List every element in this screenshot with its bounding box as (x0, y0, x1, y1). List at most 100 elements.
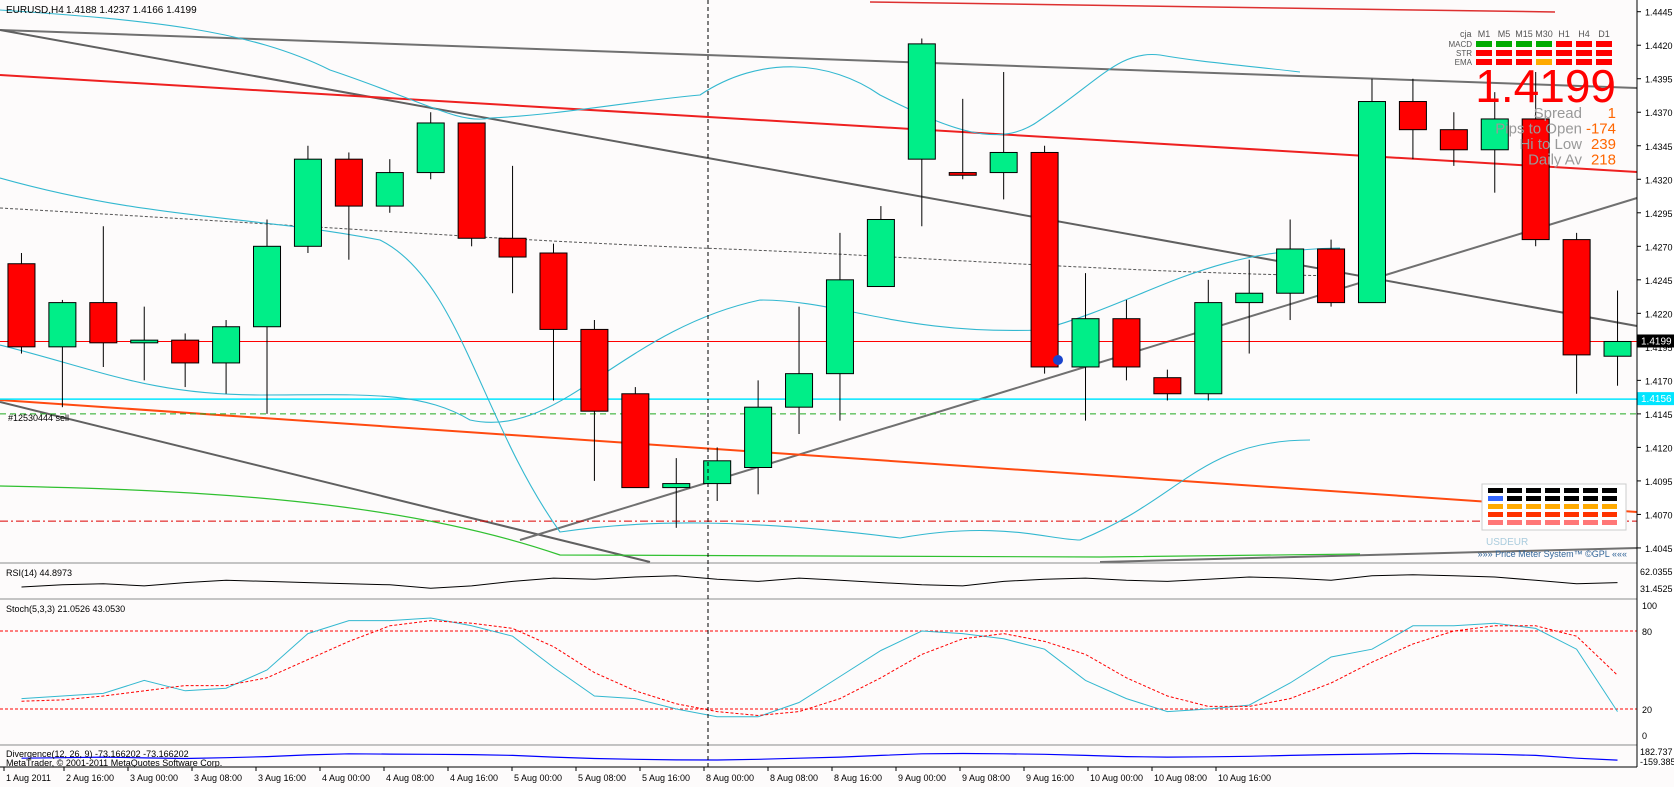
meter-cell (1507, 496, 1522, 501)
rsi-scale-top: 62.0355 (1640, 567, 1673, 577)
bear-candle (1317, 248, 1346, 304)
y-tick-label: 1.4070 (1645, 510, 1673, 520)
meter-cell (1583, 504, 1598, 509)
bull-candle (48, 302, 77, 348)
y-tick-label: 1.4395 (1645, 75, 1673, 85)
indicator-row-label: MACD (1448, 40, 1472, 49)
bull-candle (866, 218, 895, 288)
upper-band-line (869, 1, 1556, 13)
x-tick-label: 9 Aug 00:00 (898, 773, 946, 783)
bear-candle (1030, 151, 1059, 368)
stat-label: Spread (1534, 105, 1582, 122)
x-tick-label: 8 Aug 00:00 (706, 773, 754, 783)
timeframe-header: M30 (1535, 29, 1553, 39)
bull-candle (1235, 292, 1264, 304)
x-tick-label: 3 Aug 08:00 (194, 773, 242, 783)
svg-text:1.4199: 1.4199 (1641, 336, 1672, 347)
ohlc-label: 1.4188 1.4237 1.4166 1.4199 (66, 5, 197, 16)
bear-candle (1112, 318, 1141, 368)
bull-candle (907, 43, 936, 160)
stat-value: -174 (1586, 121, 1616, 138)
user-label: cja (1460, 29, 1472, 39)
bear-candle (457, 122, 486, 239)
x-tick-label: 4 Aug 16:00 (450, 773, 498, 783)
x-tick-label: 8 Aug 16:00 (834, 773, 882, 783)
meter-cell (1583, 488, 1598, 493)
indicator-cell (1516, 41, 1532, 47)
stoch-panel[interactable] (0, 600, 1637, 745)
bear-candle (1521, 118, 1550, 241)
bull-candle (1357, 101, 1386, 304)
bollinger-mid-band (0, 247, 1341, 423)
bear-candle (539, 252, 568, 330)
x-tick-label: 4 Aug 08:00 (386, 773, 434, 783)
y-tick-label: 1.4295 (1645, 209, 1673, 219)
y-tick-label: 1.4445 (1645, 8, 1673, 18)
macd-line (21, 752, 1618, 761)
indicator-cell (1476, 41, 1492, 47)
meter-cell (1507, 504, 1522, 509)
indicator-row-label: EMA (1455, 58, 1473, 67)
bear-candle (171, 339, 200, 364)
indicator-cell (1516, 50, 1532, 56)
meter-cell (1564, 504, 1579, 509)
meter-cell (1507, 512, 1522, 517)
current-price-tag: 1.4199 (1637, 334, 1674, 348)
x-tick-label: 5 Aug 00:00 (514, 773, 562, 783)
rsi-label: RSI(14) 44.8973 (6, 568, 72, 578)
timeframe-header: H4 (1578, 29, 1590, 39)
macd-panel[interactable] (0, 746, 1637, 767)
stat-value: 239 (1591, 136, 1616, 153)
x-tick-label: 5 Aug 08:00 (578, 773, 626, 783)
indicator-cell (1496, 41, 1512, 47)
bear-candle (7, 263, 36, 348)
y-tick-label: 1.4195 (1645, 343, 1673, 353)
bull-candle (416, 122, 445, 174)
bull-candle (1071, 318, 1100, 368)
stoch-scale-label: 20 (1642, 705, 1652, 715)
rsi-panel[interactable] (0, 564, 1637, 598)
regression-lower-line (0, 399, 1638, 513)
meter-cell (1526, 488, 1541, 493)
y-tick-label: 1.4345 (1645, 142, 1673, 152)
meter-cell (1526, 512, 1541, 517)
y-tick-label: 1.4370 (1645, 108, 1673, 118)
stoch-main-line (21, 617, 1618, 718)
x-tick-label: 9 Aug 16:00 (1026, 773, 1074, 783)
trade-arrow-icon (1053, 355, 1063, 365)
x-tick-label: 10 Aug 08:00 (1154, 773, 1207, 783)
indicator-cell (1576, 41, 1592, 47)
meter-cell (1526, 496, 1541, 501)
indicator-cell (1516, 59, 1532, 65)
x-tick-label: 9 Aug 08:00 (962, 773, 1010, 783)
x-tick-label: 3 Aug 16:00 (258, 773, 306, 783)
order-label: #12530444 sell (8, 413, 69, 423)
lower-green-band (0, 485, 1361, 558)
meter-cell (1583, 520, 1598, 525)
indicator-cell (1556, 50, 1572, 56)
timeframe-header: M15 (1515, 29, 1533, 39)
bull-candle (1480, 118, 1509, 151)
meter-cell (1583, 496, 1598, 501)
ma-dotted-line (0, 207, 1341, 277)
indicator-cell (1476, 59, 1492, 65)
meter-cell (1526, 520, 1541, 525)
bear-candle (621, 393, 650, 489)
price-meter-caption: »»» Price Meter System™ ©GPL ««« (1478, 549, 1627, 559)
macd-label: Divergence(12, 26, 9) -73.166202 -73.166… (6, 749, 189, 759)
indicator-cell (1536, 50, 1552, 56)
timeframe-header: M1 (1478, 29, 1491, 39)
indicator-cell (1576, 59, 1592, 65)
symbol-label: EURUSD,H4 (6, 5, 64, 16)
y-tick-label: 1.4095 (1645, 477, 1673, 487)
y-tick-label: 1.4220 (1645, 309, 1673, 319)
y-tick-label: 1.4270 (1645, 242, 1673, 252)
bull-candle (785, 373, 814, 408)
meter-cell (1507, 488, 1522, 493)
bear-candle (948, 172, 977, 176)
stat-value: 218 (1591, 152, 1616, 169)
bear-candle (580, 328, 609, 412)
bear-candle (498, 237, 527, 258)
